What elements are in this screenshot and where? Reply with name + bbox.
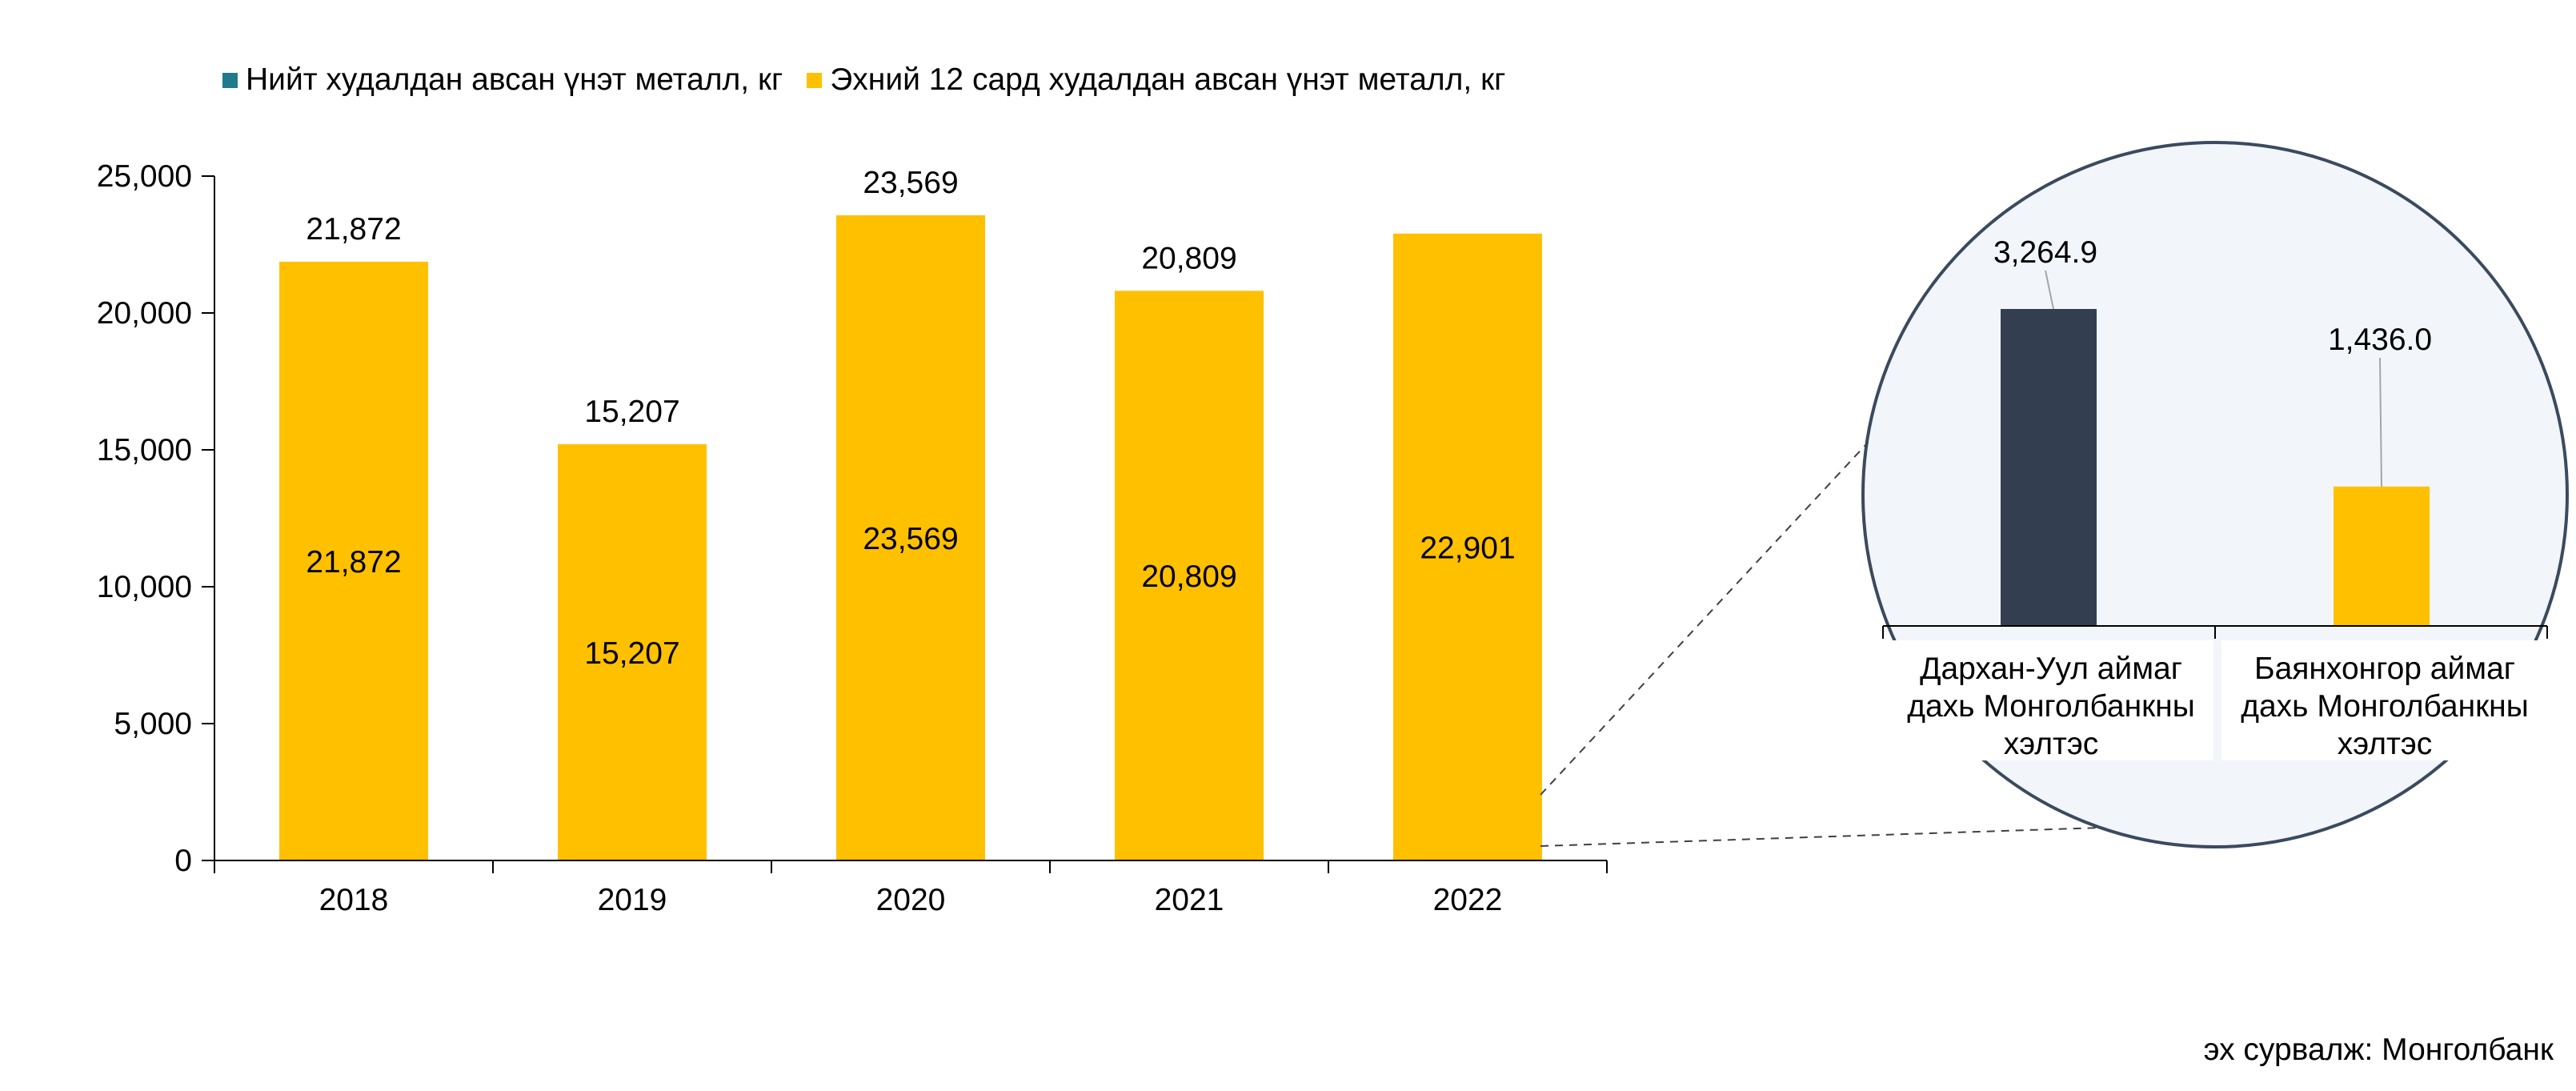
inset-label-panel [1887,640,2213,760]
main-bars [279,215,1542,861]
legend: Нийт худалдан авсан үнэт металл, кг Эхни… [222,62,1505,98]
inset-label-panel [2221,640,2548,760]
inner-data-label: 20,809 [1141,560,1236,594]
total-data-label: 20,809 [1141,241,1236,275]
zoom-connector-line [1540,827,2102,847]
main-data-labels: 21,872 21,872 15,207 15,207 23,569 23,569 20,8… [306,166,1515,671]
source-note: эх сурвалж: Монголбанк [2203,1033,2554,1067]
y-tick-label: 25,000 [97,159,192,194]
inset-data-label: 3,264.9 [1993,235,2097,270]
x-tick-label: 2020 [876,883,946,917]
total-data-label: 23,569 [863,166,958,200]
total-data-label: 15,207 [584,395,679,429]
y-tick-label: 20,000 [97,296,192,331]
inset-leader-line [2045,270,2054,310]
y-tick-label: 15,000 [97,433,192,467]
bar-2022 [1393,233,1542,861]
legend-label-12-months: Эхний 12 сард худалдан авсан үнэт металл… [830,62,1506,97]
x-tick-label: 2018 [319,883,389,917]
legend-swatch-total [222,72,238,88]
legend-item-12-months: Эхний 12 сард худалдан авсан үнэт металл… [807,62,1505,98]
inner-data-label: 22,901 [1420,531,1515,565]
main-axes [214,176,1608,873]
zoom-connector-line [1540,442,1869,796]
bar-2021 [1115,291,1264,860]
x-axis-labels: 2018 2019 2020 2021 2022 [319,883,1503,917]
inset-bar [2334,486,2430,626]
inset-data-label: 1,436.0 [2328,323,2432,357]
legend-item-total: Нийт худалдан авсан үнэт металл, кг [222,62,783,98]
y-axis-ticks: 0 5,000 10,000 15,000 20,000 25,000 [97,159,214,878]
legend-swatch-12-months [807,72,823,88]
x-tick-label: 2022 [1433,883,1503,917]
bar-2019 [558,443,707,860]
inner-data-label: 15,207 [584,636,679,671]
y-tick-label: 10,000 [97,570,192,604]
bar-2018 [279,261,428,860]
inset-category-label-bayankhongor: Баянхонгор аймаг дахь Монголбанкны хэлтэ… [2241,652,2529,761]
bar-2020 [836,215,985,860]
inner-data-label: 23,569 [863,522,958,556]
inset-leader-line [2379,357,2382,487]
inset-category-label-darkhan: Дархан-Уул аймаг дахь Монголбанкны хэлтэ… [1907,652,2195,761]
zoom-inset: 3,264.9 1,436.0 [1540,141,2569,848]
y-tick-label: 0 [174,844,192,878]
inset-bar [2001,309,2097,626]
y-tick-label: 5,000 [114,707,192,741]
x-tick-label: 2019 [598,883,667,917]
x-tick-label: 2021 [1155,883,1224,917]
total-data-label: 21,872 [306,212,401,247]
inner-data-label: 21,872 [306,545,401,580]
legend-label-total: Нийт худалдан авсан үнэт металл, кг [246,62,783,97]
